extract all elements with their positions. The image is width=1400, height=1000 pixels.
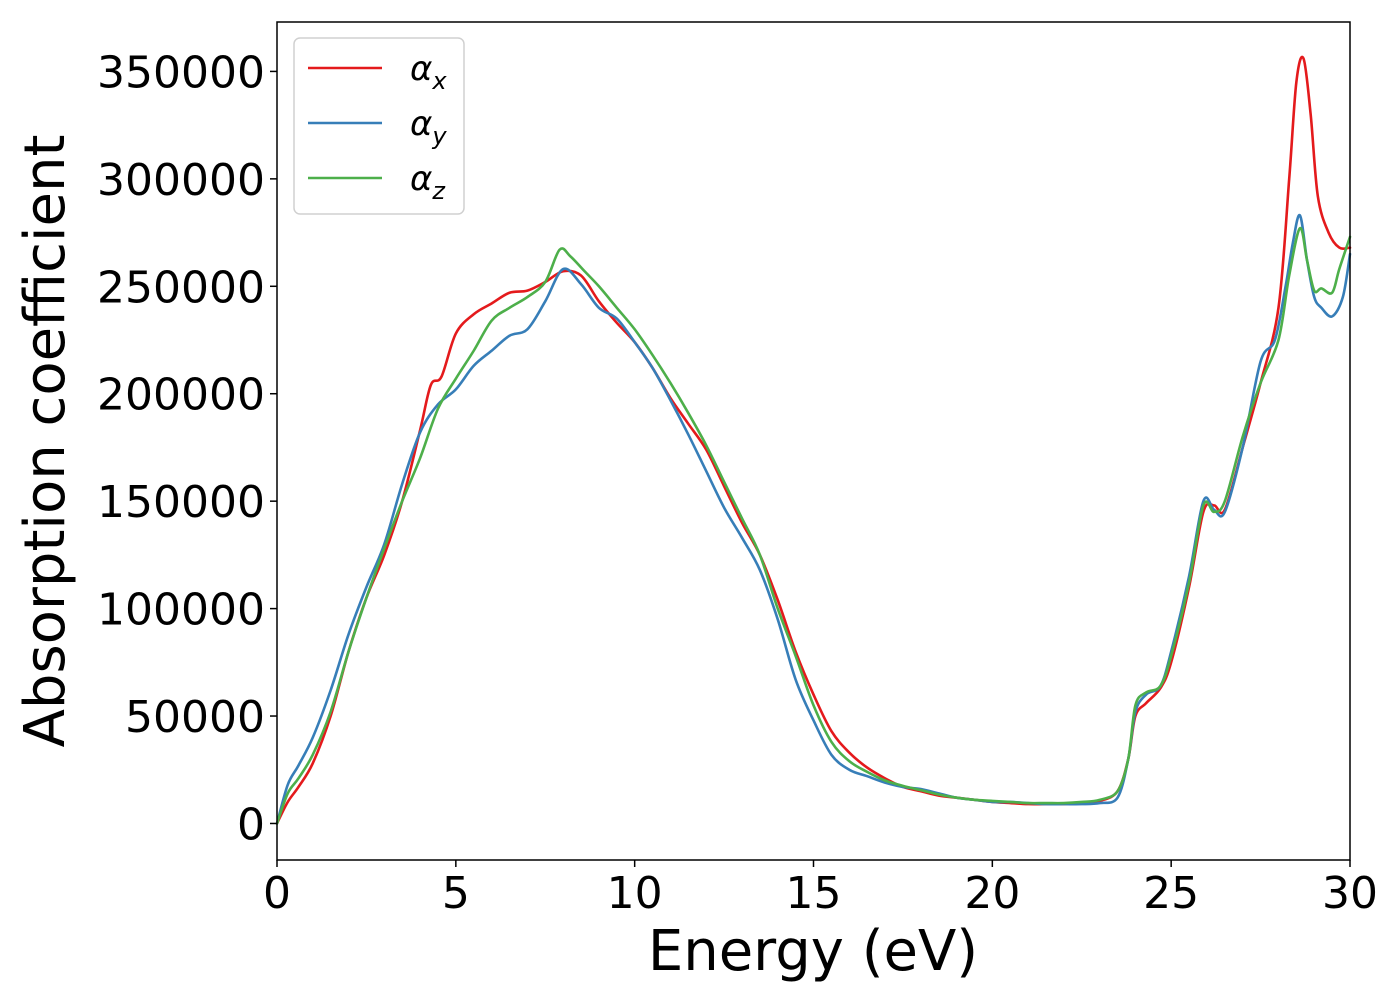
y-tick-label: 0 <box>237 799 265 850</box>
legend-label-x: αx <box>410 49 447 95</box>
y-tick-label: 250000 <box>97 262 265 313</box>
x-tick-label: 20 <box>964 868 1020 919</box>
x-tick-label: 10 <box>607 868 663 919</box>
series-layer <box>275 55 1352 825</box>
x-tick-label: 15 <box>786 868 842 919</box>
y-axis: 0 50000 100000 150000 200000 250000 300000 3500… <box>97 47 277 850</box>
y-tick-label: 150000 <box>97 477 265 528</box>
x-axis-title: Energy (eV) <box>648 919 978 984</box>
x-tick-label: 5 <box>442 868 470 919</box>
y-axis-title: Absorption coefficient <box>13 135 78 748</box>
x-axis: 0 5 10 15 20 25 30 <box>263 860 1378 919</box>
x-tick-label: 25 <box>1143 868 1199 919</box>
legend-box <box>293 37 465 215</box>
series-line-z <box>275 226 1352 825</box>
legend: αx αy αz <box>293 37 465 215</box>
x-tick-label: 0 <box>263 868 291 919</box>
y-tick-label: 200000 <box>97 370 265 421</box>
legend-label-y: αy <box>410 104 447 150</box>
x-tick-label: 30 <box>1322 868 1378 919</box>
y-tick-label: 100000 <box>97 585 265 636</box>
y-tick-label: 350000 <box>97 47 265 98</box>
y-tick-label: 50000 <box>125 692 265 743</box>
series-line-y <box>275 213 1352 825</box>
y-tick-label: 300000 <box>97 155 265 206</box>
legend-label-z: αz <box>410 159 446 205</box>
